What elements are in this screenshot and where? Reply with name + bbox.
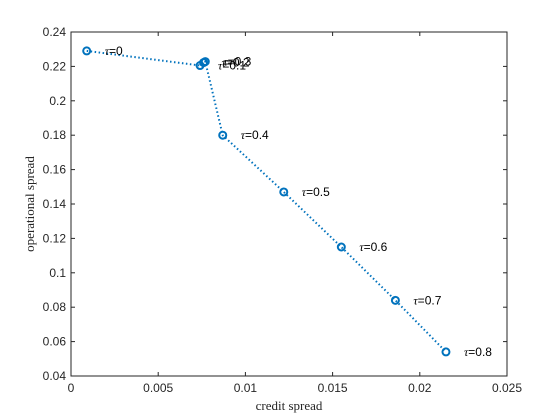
tau-symbol: τ [222, 56, 227, 70]
tau-value: 0.2 [233, 56, 250, 70]
point-label: τ=0.8 [464, 345, 492, 359]
y-tick-label: 0.06 [43, 335, 67, 349]
y-tick-label: 0.04 [43, 369, 67, 383]
tau-symbol: τ [359, 240, 364, 254]
y-tick-label: 0.2 [49, 94, 66, 108]
data-point [218, 130, 228, 140]
equals-sign: = [226, 56, 233, 70]
tau-symbol: τ [464, 345, 469, 359]
x-tick-label: 0.025 [492, 381, 522, 395]
point-label: τ=0.2 [222, 56, 250, 70]
data-point [336, 242, 346, 252]
tau-value: 0.5 [313, 185, 330, 199]
x-tick-label: 0 [68, 381, 75, 395]
y-tick-label: 0.08 [43, 300, 67, 314]
data-point [390, 295, 400, 305]
x-tick-label: 0.015 [318, 381, 348, 395]
equals-sign: = [109, 44, 116, 58]
equals-sign: = [228, 55, 235, 69]
tau-value: 0.8 [475, 345, 492, 359]
plot-area [71, 32, 507, 376]
tau-symbol: τ [218, 59, 223, 73]
data-point [200, 57, 210, 67]
tau-symbol: τ [413, 293, 418, 307]
equals-sign: = [364, 240, 371, 254]
point-label: τ=0.3 [223, 55, 251, 69]
data-point [279, 187, 289, 197]
tau-symbol: τ [223, 55, 228, 69]
point-label: τ=0.6 [359, 240, 387, 254]
equals-sign: = [468, 345, 475, 359]
equals-sign: = [245, 128, 252, 142]
point-label: τ=0.7 [413, 293, 441, 307]
x-tick-label: 0.005 [143, 381, 173, 395]
point-label: τ=0.1 [218, 59, 246, 73]
tau-symbol: τ [302, 185, 307, 199]
y-axis: 0.04 0.06 0.08 0.1 0.12 0.14 0.16 0.18 0.2 0.22 0.… [43, 25, 507, 383]
tau-value: 0.7 [425, 293, 442, 307]
y-tick-label: 0.24 [43, 25, 67, 39]
tau-value: 0.6 [371, 240, 388, 254]
y-tick-label: 0.12 [43, 231, 67, 245]
x-tick-label: 0.02 [408, 381, 432, 395]
tau-symbol: τ [241, 128, 246, 142]
x-axis: 0 0.005 0.01 0.015 0.02 0.025 [68, 32, 522, 395]
y-tick-label: 0.18 [43, 128, 67, 142]
tau-value: 0.4 [252, 128, 269, 142]
equals-sign: = [306, 185, 313, 199]
point-label: τ=0.4 [241, 128, 269, 142]
y-tick-label: 0.22 [43, 59, 67, 73]
y-tick-label: 0.16 [43, 163, 67, 177]
y-axis-title: operational spread [22, 156, 37, 252]
point-labels: τ=0τ=0.1τ=0.2τ=0.3τ=0.4τ=0.5τ=0.6τ=0.7τ=… [105, 44, 493, 359]
tau-value: 0.1 [229, 59, 246, 73]
x-axis-title: credit spread [256, 398, 323, 413]
data-point [441, 347, 451, 357]
x-tick-label: 0.01 [234, 381, 258, 395]
y-tick-label: 0.14 [43, 197, 67, 211]
equals-sign: = [222, 59, 229, 73]
equals-sign: = [418, 293, 425, 307]
point-label: τ=0 [105, 44, 123, 58]
data-point [82, 46, 92, 56]
tau-symbol: τ [105, 44, 110, 58]
series-layer [82, 46, 451, 357]
tau-value: 0 [116, 44, 123, 58]
series-line [86, 49, 447, 353]
y-tick-label: 0.1 [49, 266, 66, 280]
point-label: τ=0.5 [302, 185, 330, 199]
tau-value: 0.3 [235, 55, 252, 69]
